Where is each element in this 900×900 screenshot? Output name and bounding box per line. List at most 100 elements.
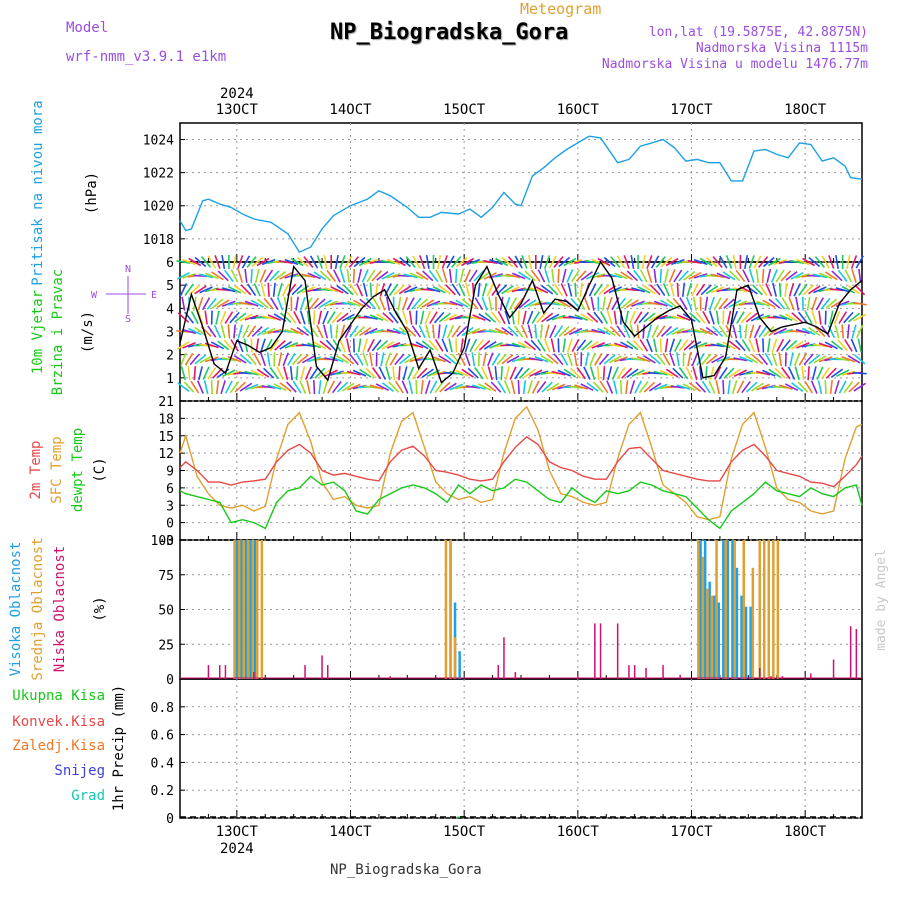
cloud-bar	[772, 540, 775, 679]
pressure-unit: (hPa)	[84, 172, 100, 214]
wind-arrow	[322, 310, 329, 325]
wind-arrow	[748, 268, 755, 283]
wind-arrow	[750, 301, 765, 306]
wind-arrow	[307, 356, 321, 363]
wind-arrow	[224, 311, 234, 324]
wind-arrow	[626, 368, 639, 378]
wind-arrow	[260, 282, 266, 297]
wind-arrow	[403, 343, 418, 348]
wind-arrow	[299, 310, 306, 325]
wind-arrow	[725, 255, 733, 269]
wind-arrow	[815, 297, 824, 311]
wind-arrow	[331, 311, 343, 324]
wind-arrow	[523, 299, 537, 308]
wind-arrow	[366, 338, 375, 352]
wind-arrow	[403, 286, 418, 294]
wind-arrow	[203, 380, 209, 395]
wind-arrow	[506, 286, 520, 294]
wind-arrow	[290, 327, 304, 336]
wind-arrow	[771, 338, 778, 353]
wind-arrow	[676, 352, 680, 367]
wind-arrow	[757, 256, 769, 268]
y-tick-label: 0.8	[151, 701, 174, 716]
wind-arrow	[240, 354, 252, 365]
wind-arrow	[662, 352, 671, 366]
wind-arrow	[733, 287, 748, 293]
wind-arrow	[824, 271, 838, 281]
compass-east: E	[151, 290, 157, 301]
x-tick-label-top: 16OCT	[557, 102, 600, 118]
wind-arrow	[709, 366, 715, 381]
wind-arrow	[392, 327, 407, 336]
wind-arrow	[488, 296, 493, 311]
y-tick-label: 25	[158, 638, 174, 653]
wind-arrow	[850, 255, 858, 269]
wind-arrow	[793, 352, 801, 367]
wind-arrow	[686, 282, 692, 297]
high-cloud-label: Visoka Oblacnost	[8, 542, 24, 677]
wind-arrow	[213, 324, 222, 339]
wind-arrow	[234, 381, 246, 393]
wind-arrow	[488, 328, 504, 335]
wind-arrow	[731, 380, 738, 395]
wind-arrow	[712, 256, 723, 268]
y-tick-label: 0.4	[151, 756, 175, 771]
wind-arrow	[402, 310, 408, 325]
wind-arrow	[773, 327, 787, 336]
wind-arrow	[829, 380, 833, 395]
wind-arrow	[646, 324, 653, 339]
wind-arrow	[416, 367, 428, 379]
y-tick-label: 12	[158, 447, 174, 462]
wind-arrow	[199, 343, 214, 348]
wind-arrow	[508, 297, 518, 311]
wind-arrow	[699, 366, 703, 381]
wind-arrow	[304, 366, 313, 380]
wind-arrow	[222, 369, 236, 378]
wind-arrow	[606, 296, 613, 311]
cloud-bar	[699, 540, 702, 679]
wind-arrow	[354, 326, 366, 337]
wind-arrow	[713, 297, 722, 311]
wind-arrow	[359, 326, 372, 337]
wind-arrow	[794, 366, 800, 381]
wind-arrow	[322, 380, 329, 395]
wind-arrow	[434, 339, 444, 352]
wind-arrow	[560, 283, 568, 297]
wind-arrow	[828, 255, 835, 269]
wind-arrow	[522, 380, 527, 395]
wind-arrow	[210, 341, 225, 350]
wind-arrow	[829, 310, 834, 325]
wind-arrow	[607, 366, 613, 381]
wind-arrow	[813, 355, 827, 364]
cloud-bar	[759, 667, 761, 679]
wind-arrow	[296, 354, 309, 365]
y-tick-label: 3	[166, 326, 174, 341]
wind-arrow	[583, 296, 591, 311]
wind-arrow	[563, 326, 577, 337]
wind-arrow	[388, 311, 399, 324]
wind-arrow	[215, 380, 220, 395]
wind-arrow	[246, 256, 257, 268]
wind-arrow	[669, 352, 676, 367]
wind-arrow	[501, 326, 514, 337]
wind-arrow	[318, 380, 322, 395]
wind-arrow	[230, 269, 239, 283]
wind-arrow	[283, 366, 289, 381]
wind-arrow	[608, 355, 622, 364]
wind-arrow	[566, 338, 573, 353]
wind-arrow	[438, 355, 452, 364]
wind-arrow	[678, 270, 689, 282]
wind-arrow	[429, 311, 438, 324]
y-tick-label: 5	[166, 279, 174, 294]
wind-arrow	[397, 296, 402, 311]
wind-arrow	[838, 380, 847, 394]
wind-arrow	[693, 328, 708, 335]
wind-arrow	[329, 324, 333, 339]
wind-arrow	[349, 325, 359, 338]
wind-arrow	[289, 366, 293, 381]
wind-arrow	[778, 352, 783, 367]
wind-arrow	[439, 381, 451, 393]
wind-arrow	[357, 338, 362, 353]
wind-arrow	[332, 339, 342, 352]
wind-arrow	[284, 342, 299, 349]
